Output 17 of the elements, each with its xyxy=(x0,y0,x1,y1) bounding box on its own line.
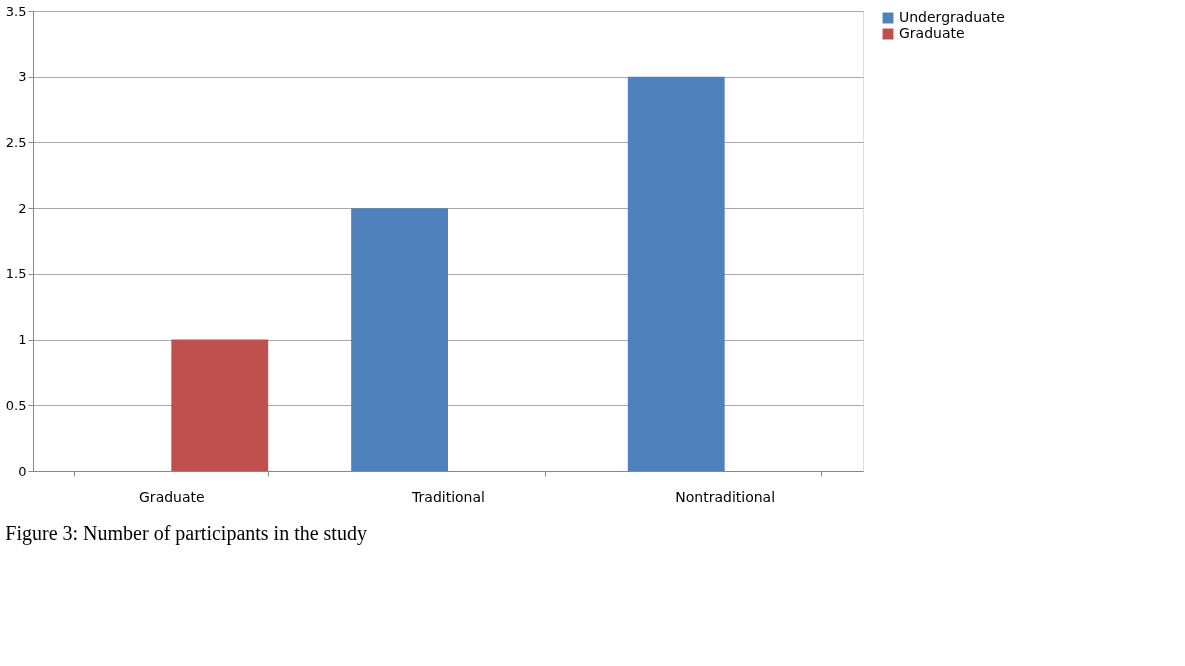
y-tick-label: 0 xyxy=(18,463,27,479)
bar xyxy=(171,339,269,471)
y-tick-label: 2 xyxy=(18,200,27,216)
y-tick-label: 1.5 xyxy=(5,266,27,282)
caption: Figure 3: Number of participants in the study xyxy=(5,522,367,545)
y-tick-label: 0.5 xyxy=(5,397,27,413)
x-tick-label: Nontraditional xyxy=(675,488,776,505)
bar xyxy=(351,208,448,471)
y-tick-label: 1 xyxy=(18,332,27,348)
x-tick-label: Traditional xyxy=(411,488,485,505)
legend-label: Graduate xyxy=(899,25,965,41)
y-tick-label: 3.5 xyxy=(5,3,27,19)
y-tick-label: 2.5 xyxy=(5,134,27,150)
y-tick-label: 3 xyxy=(18,69,27,85)
legend-label: Undergraduate xyxy=(899,9,1005,25)
bar xyxy=(627,76,725,471)
x-tick-label: Graduate xyxy=(139,488,205,505)
